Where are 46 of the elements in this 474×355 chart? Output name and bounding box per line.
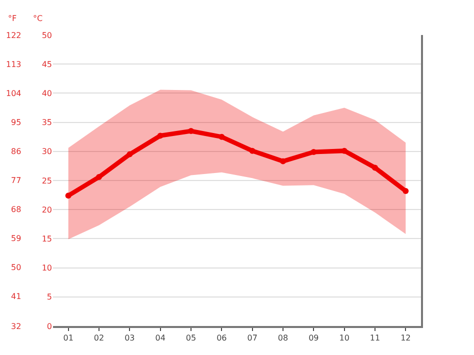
x-tick-label: 01	[63, 334, 74, 343]
y2-tick-label: 41	[11, 292, 22, 301]
y2-tick-label: 32	[11, 322, 22, 331]
x-tick-label: 02	[94, 334, 104, 343]
y-tick-label: 20	[42, 205, 52, 214]
y2-axis-title: °F	[8, 14, 17, 23]
x-tick-label: 08	[278, 334, 288, 343]
y2-tick-label: 113	[6, 60, 22, 69]
x-tick-label: 11	[370, 334, 380, 343]
y2-tick-label: 104	[6, 89, 22, 98]
y2-tick-label: 59	[11, 234, 22, 243]
y-tick-label: 50	[42, 30, 52, 40]
y-tick-label: 25	[42, 176, 52, 186]
point	[249, 148, 256, 154]
x-tick-label: 09	[308, 334, 319, 343]
y-tick-label: 35	[42, 118, 52, 128]
point	[65, 192, 72, 199]
x-tick-label: 10	[339, 334, 350, 343]
y-tick-label: 10	[42, 264, 52, 273]
x-tick-label: 07	[247, 334, 258, 343]
point	[372, 164, 378, 171]
y2-tick-label: 50	[11, 263, 22, 272]
point	[402, 188, 409, 194]
y2-tick-label: 77	[11, 176, 22, 185]
point	[188, 128, 194, 134]
y-tick-label: 0	[46, 322, 52, 331]
y-tick-label: 30	[42, 147, 52, 156]
y2-tick-label: 86	[11, 147, 22, 156]
x-tick-label: 12	[400, 334, 411, 343]
y2-tick-label: 68	[11, 205, 22, 214]
y2-tick-label: 95	[11, 118, 22, 127]
y2-tick-label: 122	[6, 31, 22, 40]
x-tick-label: 03	[124, 334, 135, 343]
x-tick-label: 04	[155, 334, 166, 343]
x-tick-label: 05	[186, 334, 196, 343]
x-tick-label: 06	[216, 334, 227, 343]
point	[96, 174, 102, 180]
point	[126, 151, 133, 158]
point	[280, 158, 286, 164]
point	[157, 132, 164, 139]
point	[218, 134, 225, 140]
y-tick-label: 40	[42, 89, 52, 98]
y-tick-label: 5	[46, 292, 52, 302]
y-tick-label: 15	[42, 234, 52, 244]
y-axis-title: °C	[33, 14, 43, 23]
y-tick-label: 45	[42, 60, 52, 69]
